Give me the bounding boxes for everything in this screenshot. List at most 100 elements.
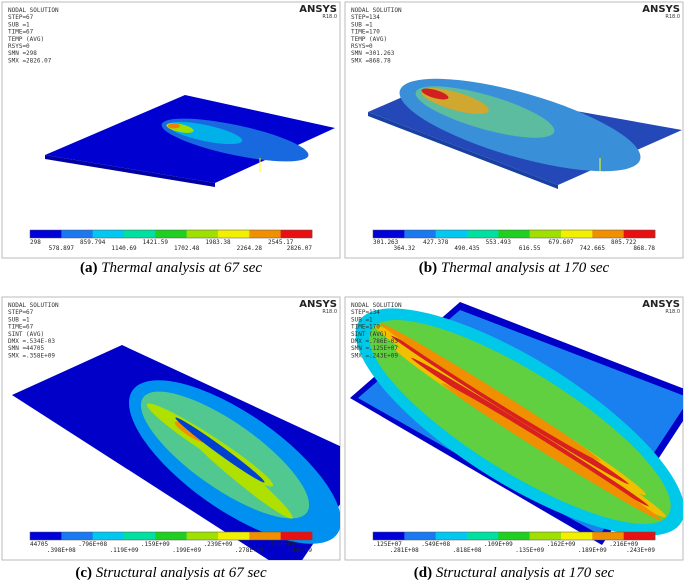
plate-c	[12, 345, 340, 560]
legend-label: .318E+09	[266, 541, 295, 548]
info-line: DMX =.534E-03	[8, 338, 55, 345]
info-line: RSYS=0	[351, 43, 373, 50]
caption: (c) Structural analysis at 67 sec	[75, 565, 267, 581]
legend-label: .159E+09	[141, 541, 170, 548]
legend-label: 1140.69	[111, 245, 137, 252]
info-line: SINT (AVG)	[8, 331, 44, 338]
caption: (d) Structural analysis at 170 sec	[414, 565, 615, 581]
legend-swatch	[249, 532, 281, 540]
legend-swatch	[561, 230, 593, 238]
info-line: NODAL SOLUTION	[8, 302, 59, 309]
legend-swatch	[61, 532, 93, 540]
legend-label: 298	[30, 239, 41, 246]
legend-swatch	[124, 532, 156, 540]
info-line: SMN =44705	[8, 345, 45, 352]
caption-text: Thermal analysis at 67 sec	[101, 260, 262, 276]
legend-label: .135E+09	[515, 547, 544, 554]
version: R18.0	[665, 309, 680, 315]
legend-swatch	[498, 230, 530, 238]
legend-label: 2264.28	[237, 245, 263, 252]
legend-label: 742.665	[580, 245, 606, 252]
version: R18.0	[322, 14, 337, 20]
legend-swatch	[561, 532, 593, 540]
legend-label: 859.794	[80, 239, 106, 246]
info-line: NODAL SOLUTION	[8, 7, 59, 14]
brand: ANSYS	[299, 299, 337, 310]
legend-label: .278E+09	[235, 547, 264, 554]
legend-swatch	[623, 230, 656, 238]
info-line: TIME=67	[8, 29, 34, 36]
legend-label: .162E+09	[547, 541, 576, 548]
legend-label: 44705	[30, 541, 48, 548]
legend-label: .199E+09	[172, 547, 201, 554]
caption-label: (b)	[419, 260, 437, 276]
info-line: TEMP (AVG)	[351, 36, 387, 43]
legend-label: 553.493	[486, 239, 512, 246]
info-line: TIME=170	[351, 29, 380, 36]
legend-label: 2545.17	[268, 239, 294, 246]
legend-swatch	[435, 532, 468, 540]
legend-swatch	[623, 532, 656, 540]
legend-swatch	[218, 532, 250, 540]
legend-label: 1421.59	[143, 239, 169, 246]
legend-label: .125E+07	[373, 541, 402, 548]
legend-swatch	[186, 532, 219, 540]
info-line: SMN =.125E+07	[351, 345, 398, 352]
legend-frame	[29, 229, 313, 239]
info-line: DMX =.786E-03	[351, 338, 398, 345]
info-line: SMX =2826.07	[8, 57, 52, 64]
caption: (b) Thermal analysis at 170 sec	[419, 260, 610, 276]
legend-label: 679.607	[548, 239, 574, 246]
legend-swatch	[92, 230, 125, 238]
info-line: SINT (AVG)	[351, 331, 387, 338]
legend-label: .239E+09	[204, 541, 233, 548]
info-line: STEP=67	[8, 309, 34, 316]
legend-label: 578.897	[49, 245, 75, 252]
legend-label: .189E+09	[578, 547, 607, 554]
legend-label: .281E+08	[390, 547, 419, 554]
brand: ANSYS	[642, 4, 680, 15]
caption-text: Structural analysis at 67 sec	[96, 565, 267, 581]
legend-label: .398E+08	[47, 547, 76, 554]
legend-label: 301.263	[373, 239, 399, 246]
legend-frame	[372, 531, 656, 541]
info-line: TEMP (AVG)	[8, 36, 44, 43]
legend-label: .216E+09	[609, 541, 638, 548]
legend-swatch	[404, 532, 436, 540]
legend-swatch	[155, 230, 187, 238]
legend-label: 1983.38	[205, 239, 231, 246]
legend-swatch	[592, 230, 624, 238]
plate-d	[350, 302, 683, 545]
info-line: SMX =.243E+09	[351, 352, 398, 359]
legend-swatch	[592, 532, 624, 540]
legend-frame	[372, 229, 656, 239]
legend-label: .109E+09	[484, 541, 513, 548]
legend-label: 364.32	[393, 245, 415, 252]
plate-a	[45, 95, 335, 187]
legend-swatch	[186, 230, 219, 238]
caption: (a) Thermal analysis at 67 sec	[80, 260, 262, 276]
info-line: NODAL SOLUTION	[351, 7, 402, 14]
legend-swatch	[373, 532, 405, 540]
version: R18.0	[322, 309, 337, 315]
legend-swatch	[155, 532, 187, 540]
info-line: SUB =1	[8, 21, 30, 28]
legend-label: .818E+08	[453, 547, 482, 554]
legend-swatch	[373, 230, 405, 238]
legend-label: 868.78	[633, 245, 655, 252]
brand: ANSYS	[299, 4, 337, 15]
legend-swatch	[124, 230, 156, 238]
info-line: TIME=170	[351, 324, 380, 331]
info-line: SUB =1	[351, 316, 373, 323]
legend-swatch	[529, 532, 562, 540]
legend-swatch	[404, 230, 436, 238]
plate-b	[368, 78, 682, 189]
legend-swatch	[467, 230, 499, 238]
legend-swatch	[467, 532, 499, 540]
legend-label: .119E+09	[110, 547, 139, 554]
legend-swatch	[30, 532, 62, 540]
legend-swatch	[280, 532, 313, 540]
legend-label: 2826.07	[287, 245, 313, 252]
legend-label: 490.435	[454, 245, 480, 252]
